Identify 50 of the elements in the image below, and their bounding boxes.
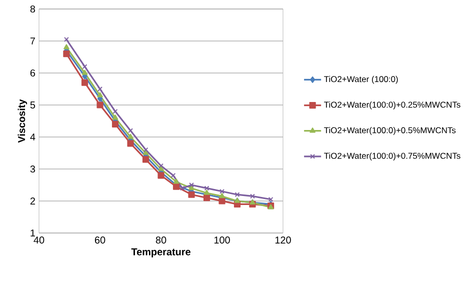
y-tick-label: 7	[30, 38, 35, 44]
point	[180, 186, 185, 191]
point	[63, 50, 70, 58]
point	[112, 108, 118, 114]
point	[188, 191, 195, 198]
point	[82, 70, 88, 75]
y-tick-label: 2	[30, 198, 35, 204]
legend-label: TiO2+Water(100:0)+0.75%MWCNTs	[324, 152, 460, 160]
y-tick-label: 6	[30, 69, 36, 77]
point	[204, 186, 210, 191]
point	[98, 86, 102, 92]
point	[173, 178, 180, 184]
point	[143, 147, 148, 152]
point	[96, 102, 104, 108]
x-tick-label: 100	[214, 236, 230, 244]
point	[127, 140, 134, 147]
point	[170, 172, 176, 178]
x-tick-label: 40	[34, 236, 44, 244]
point	[234, 192, 240, 198]
legend-label: TiO2+Water(100:0)+0.5%MWCNTs	[324, 127, 456, 135]
point	[64, 44, 70, 50]
point	[204, 190, 210, 195]
x-tick-label: 60	[94, 236, 106, 244]
point	[128, 134, 134, 139]
y-tick-label: 8	[30, 5, 36, 13]
point	[142, 156, 150, 163]
x-tick-label: 120	[275, 236, 291, 244]
point	[158, 163, 164, 168]
y-tick-label: 1	[30, 230, 35, 236]
point	[189, 182, 194, 188]
y-axis-title: Viscosity	[18, 99, 28, 143]
point	[97, 92, 103, 98]
point	[250, 194, 255, 199]
legend-label: TiO2+Water(100:0)+0.25%MWCNTs	[324, 101, 460, 110]
y-tick-label: 3	[30, 165, 36, 173]
point	[220, 188, 224, 194]
point	[219, 192, 225, 198]
point	[82, 64, 88, 70]
point	[112, 120, 119, 128]
legend-label: TiO2+Water (100:0)	[324, 76, 398, 84]
point	[81, 79, 88, 86]
y-tick-label: 5	[30, 102, 36, 108]
point	[203, 194, 210, 202]
x-axis-title: Temperature	[131, 248, 190, 258]
point	[128, 128, 133, 134]
point	[158, 172, 164, 179]
y-tick-label: 4	[30, 134, 36, 140]
point	[218, 198, 226, 204]
x-tick-label: 80	[156, 236, 166, 244]
point	[112, 114, 118, 120]
